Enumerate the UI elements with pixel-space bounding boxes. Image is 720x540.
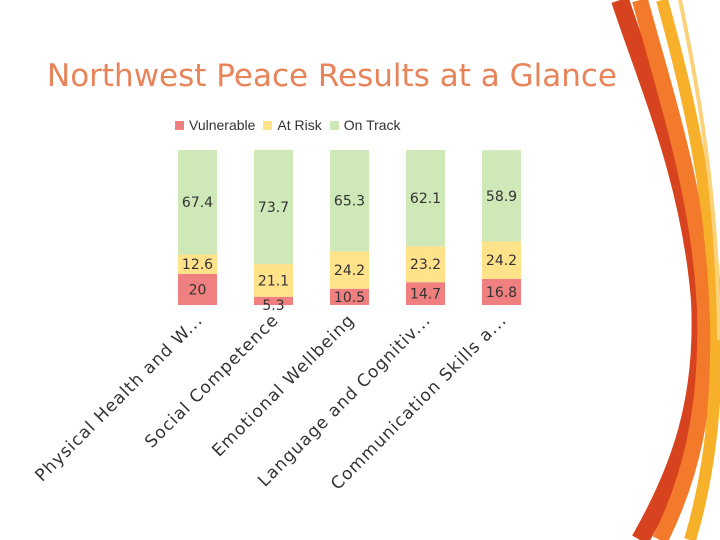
chart-legend: Vulnerable At Risk On Track — [175, 116, 401, 134]
data-label-vulnerable-5: 16.8 — [486, 285, 517, 301]
category-label-3: Emotional Wellbeing — [208, 310, 359, 461]
legend-label: On Track — [343, 117, 401, 133]
bars-layer: 20 12.6 67.4 5.3 21.1 73.7 10.5 24.2 65.3 14.7 23.… — [178, 149, 521, 314]
ribbon-yellow — [656, 0, 720, 540]
data-label-at-risk-5: 24.2 — [486, 253, 517, 269]
bar-segment-at-risk-5 — [482, 241, 521, 279]
data-label-on-track-5: 58.9 — [486, 189, 517, 205]
data-label-at-risk-1: 12.6 — [182, 257, 213, 273]
data-label-vulnerable-3: 10.5 — [334, 290, 365, 306]
bar-segment-on-track-4 — [406, 150, 445, 247]
data-label-on-track-4: 62.1 — [410, 191, 441, 207]
legend-label: Vulnerable — [189, 117, 256, 133]
bar-segment-at-risk-4 — [406, 246, 445, 283]
legend-swatch — [263, 120, 273, 130]
bar-segment-on-track-2 — [254, 149, 293, 265]
decorative-ribbons — [611, 0, 720, 540]
ribbon-orange — [632, 0, 714, 540]
bar-segment-at-risk-1 — [178, 254, 217, 274]
bar-segment-at-risk-2 — [254, 264, 293, 297]
data-label-vulnerable-1: 20 — [189, 283, 207, 299]
category-label-2: Social Competence — [141, 310, 283, 452]
legend-swatch — [175, 120, 184, 130]
legend-item-at-risk: At Risk — [263, 117, 322, 133]
bar-segment-vulnerable-4 — [406, 282, 445, 305]
category-labels-layer: Physical Health and W...Social Competenc… — [31, 310, 511, 494]
bar-segment-on-track-5 — [482, 150, 521, 242]
data-label-at-risk-2: 21.1 — [258, 273, 289, 289]
data-label-at-risk-4: 23.2 — [410, 257, 441, 273]
data-label-vulnerable-4: 14.7 — [410, 287, 441, 303]
legend-item-on-track: On Track — [329, 117, 401, 133]
bar-segment-vulnerable-3 — [330, 288, 369, 305]
legend-swatch — [329, 120, 339, 130]
data-label-on-track-2: 73.7 — [258, 200, 289, 216]
data-label-on-track-1: 67.4 — [182, 195, 213, 211]
legend-item-vulnerable: Vulnerable — [175, 117, 255, 133]
data-label-on-track-3: 65.3 — [334, 194, 365, 210]
bar-segment-on-track-3 — [330, 150, 369, 252]
bar-segment-vulnerable-1 — [178, 274, 217, 305]
bar-segment-on-track-1 — [178, 150, 217, 255]
legend-label: At Risk — [277, 117, 322, 133]
bar-segment-vulnerable-2 — [254, 296, 293, 305]
data-label-at-risk-3: 24.2 — [334, 263, 365, 279]
bar-segment-vulnerable-5 — [482, 278, 521, 305]
data-label-vulnerable-2: 5.3 — [262, 298, 284, 314]
bar-segment-at-risk-3 — [330, 251, 369, 289]
slide-title: Northwest Peace Results at a Glance — [47, 58, 617, 94]
ribbon-highlight — [678, 0, 720, 341]
